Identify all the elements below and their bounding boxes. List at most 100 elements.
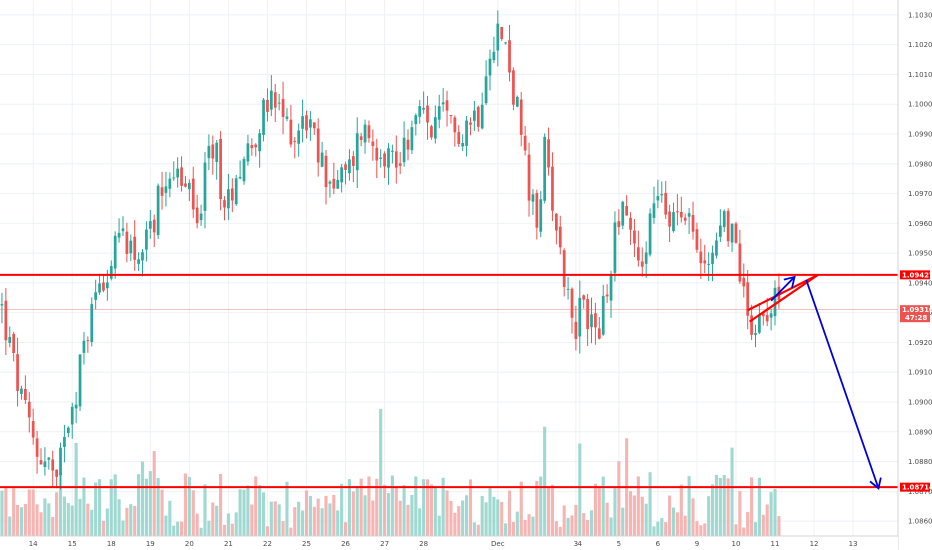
candle-body: [141, 252, 144, 261]
volume-bar: [207, 520, 211, 536]
volume-bar: [484, 502, 488, 536]
candle-body: [586, 298, 589, 330]
candle-body: [238, 176, 242, 179]
candle-body: [133, 236, 137, 260]
candle-body: [750, 315, 753, 335]
candle-body: [523, 135, 527, 151]
volume-bar: [51, 516, 55, 536]
volume-bar: [668, 495, 672, 536]
candle-body: [691, 215, 695, 232]
candle-body: [211, 144, 215, 159]
volume-bar: [148, 471, 152, 536]
volume-bar: [105, 508, 109, 536]
candle-body: [441, 102, 445, 105]
candle-body: [558, 226, 562, 248]
volume-bar: [671, 507, 676, 536]
candle-body: [539, 199, 543, 232]
candle-body: [172, 177, 176, 179]
candle-body: [160, 187, 164, 196]
candle-body: [273, 92, 277, 108]
candle-body: [43, 461, 47, 467]
candle-body: [718, 225, 722, 237]
y-tick-label: 1.10100: [908, 71, 932, 79]
volume-bar: [722, 474, 726, 536]
volume-bar: [35, 504, 39, 536]
candle-body: [106, 282, 109, 289]
volume-bar: [343, 522, 348, 536]
y-tick-label: 1.09800: [908, 160, 932, 168]
volume-bar: [648, 472, 652, 536]
volume-bar: [4, 487, 8, 536]
candle-body: [66, 427, 70, 434]
volume-bar: [543, 426, 547, 536]
candle-body: [117, 232, 121, 238]
candle-body: [348, 159, 351, 174]
candle-body: [305, 115, 308, 131]
candle-body: [344, 164, 347, 170]
y-tick-label: 1.09600: [908, 220, 932, 228]
volume-bar: [632, 495, 637, 536]
candle-body: [246, 143, 250, 162]
candle-body: [227, 189, 230, 209]
volume-bar: [125, 507, 129, 536]
candle-body: [496, 23, 500, 51]
volume-bar: [523, 520, 527, 536]
volume-bar: [465, 495, 469, 536]
candle-body: [12, 333, 16, 353]
candle-body: [63, 436, 66, 448]
candle-body: [562, 250, 566, 287]
candle-body: [379, 157, 383, 159]
candle-body: [769, 313, 773, 318]
candle-body: [636, 247, 640, 261]
x-tick-label: 20: [185, 540, 194, 548]
volume-bar: [539, 476, 543, 536]
x-tick-label: 21: [224, 540, 233, 548]
volume-bar: [312, 506, 316, 536]
candle-body: [82, 340, 86, 353]
volume-bar: [359, 478, 363, 536]
volume-bar: [140, 461, 145, 536]
upper-resistance-line-label: 1.09427: [902, 271, 932, 279]
candle-body: [191, 178, 195, 210]
candle-body: [145, 229, 148, 250]
volume-bar: [422, 479, 426, 536]
candle-body: [453, 117, 457, 133]
candle-body: [414, 115, 418, 125]
candle-body: [531, 194, 535, 202]
volume-bar: [734, 524, 738, 536]
volume-bar: [753, 522, 758, 536]
volume-bar: [429, 484, 433, 536]
volume-bar: [191, 490, 195, 536]
candle-body: [703, 260, 707, 264]
candle-body: [39, 460, 43, 465]
volume-bar: [242, 489, 246, 536]
candle-body: [555, 213, 558, 231]
volume-bar: [656, 521, 660, 536]
volume-bar: [742, 527, 746, 536]
volume-bar: [43, 498, 47, 536]
candle-body: [578, 297, 582, 337]
volume-bar: [152, 451, 156, 536]
up-arrow-head: [783, 275, 796, 288]
volume-bar: [765, 504, 769, 536]
candle-body: [8, 336, 12, 343]
candle-body: [676, 211, 679, 213]
candle-body: [277, 102, 281, 104]
volume-bar: [328, 503, 332, 536]
candle-body: [301, 116, 304, 129]
candle-body: [137, 259, 140, 264]
volume-bar: [531, 516, 535, 536]
candle-body: [664, 192, 668, 215]
y-tick-label: 1.10000: [908, 101, 932, 109]
candle-body: [176, 168, 180, 178]
volume-bar: [535, 480, 539, 536]
candle-body: [570, 288, 574, 318]
volume-bar: [55, 492, 59, 536]
current-price-label: 1.09310: [902, 306, 932, 314]
y-tick-label: 1.08600: [908, 518, 932, 526]
candle-body: [437, 106, 441, 120]
candle-body: [500, 27, 504, 39]
candle-body: [55, 469, 58, 477]
volume-bar: [211, 502, 215, 536]
candle-body: [383, 153, 386, 167]
